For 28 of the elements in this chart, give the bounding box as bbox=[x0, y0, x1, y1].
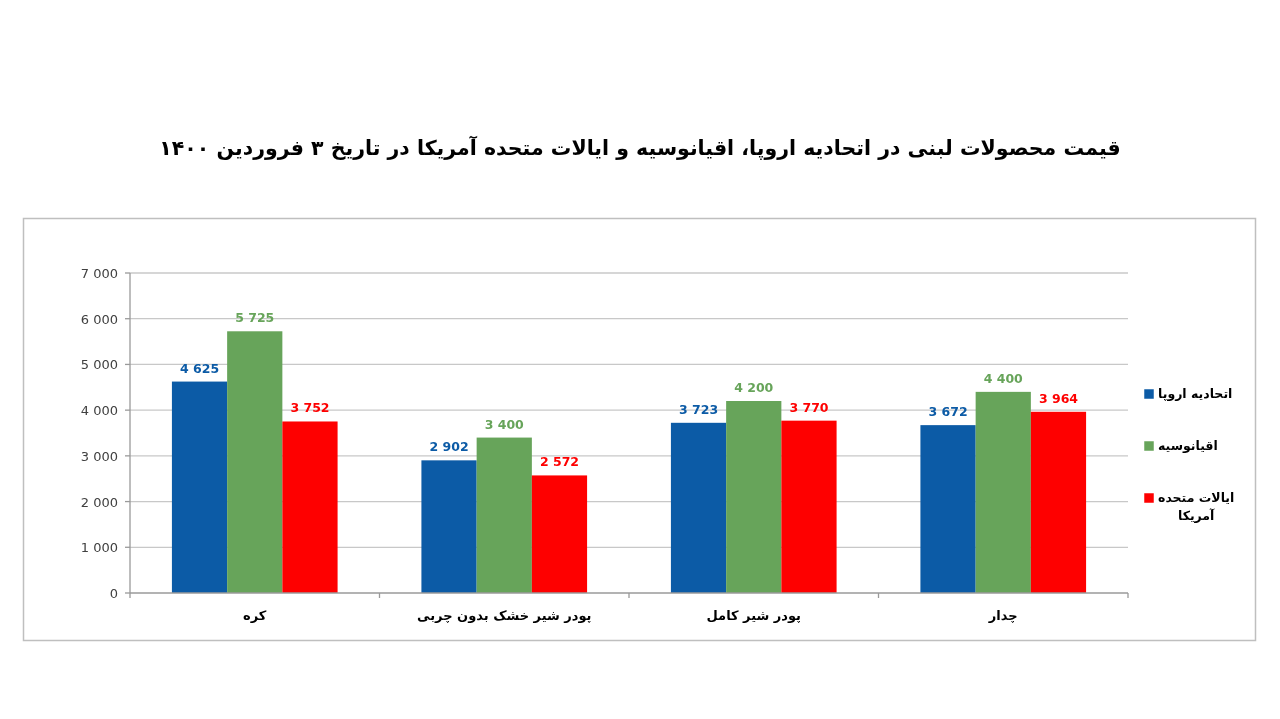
data-label: 4 625 bbox=[179, 360, 220, 376]
data-label: 3 752 bbox=[290, 400, 330, 416]
ytick: 7 000 bbox=[80, 266, 118, 281]
ytick: 6 000 bbox=[80, 311, 118, 327]
data-label: 3 723 bbox=[678, 401, 719, 417]
ytick: 2 000 bbox=[80, 494, 118, 510]
xtick: کره bbox=[243, 608, 267, 623]
legend-label: ایالات متحده آمریکا bbox=[1158, 490, 1235, 523]
ytick: 1 000 bbox=[80, 540, 118, 556]
ytick: 4 000 bbox=[80, 403, 118, 419]
data-label: 2 572 bbox=[539, 454, 580, 470]
data-label: 4 200 bbox=[734, 380, 774, 395]
legend-label: اقیانوسیه bbox=[1158, 438, 1218, 453]
xtick: پودر شیر کامل bbox=[706, 608, 801, 623]
xtick: پودر شیر خشک بدون چربی bbox=[417, 608, 592, 623]
legend-label: اتحادیه اروپا bbox=[1158, 386, 1233, 401]
xtick: چدار bbox=[988, 608, 1018, 623]
data-label: 5 725 bbox=[235, 310, 275, 326]
data-label: 3 770 bbox=[789, 399, 829, 415]
data-label: 3 400 bbox=[484, 416, 524, 432]
data-label: 3 964 bbox=[1038, 390, 1079, 406]
ytick: 3 000 bbox=[80, 448, 118, 464]
data-label: 2 902 bbox=[429, 439, 469, 455]
title: قیمت محصولات لبنی در اتحادیه اروپا، اقیانوسیه و ایالات متحده آمریکا در تاریخ ۳ فروردین ۱۴۰۰ bbox=[159, 136, 1121, 160]
ytick: 0 bbox=[109, 586, 118, 601]
ytick: 5 000 bbox=[80, 357, 118, 373]
data-label: 4 400 bbox=[983, 370, 1023, 386]
data-label: 3 672 bbox=[928, 404, 968, 420]
